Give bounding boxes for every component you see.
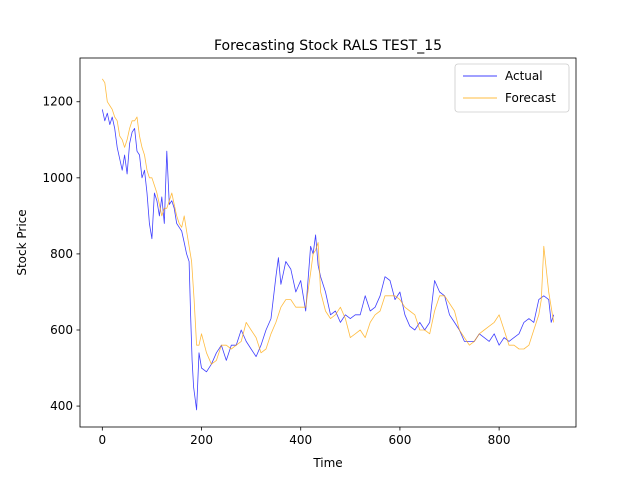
x-tick-label: 200 — [190, 433, 213, 447]
x-tick-label: 0 — [98, 433, 106, 447]
series-line-forecast — [101, 78, 555, 365]
y-axis-label: Stock Price — [15, 209, 29, 275]
chart-title: Forecasting Stock RALS TEST_15 — [214, 38, 442, 54]
legend-label-actual: Actual — [505, 69, 543, 83]
y-tick-label: 400 — [50, 399, 73, 413]
legend-label-forecast: Forecast — [505, 91, 556, 105]
legend: Actual Forecast — [454, 63, 570, 113]
y-tick-label: 1000 — [42, 171, 73, 185]
x-axis-label: Time — [312, 456, 342, 470]
y-tick-label: 1200 — [42, 95, 73, 109]
x-tick-label: 600 — [388, 433, 411, 447]
plot-area — [80, 58, 576, 427]
series-line-actual — [101, 109, 555, 411]
y-axis-ticks: 400 600 800 1000 1200 — [42, 95, 80, 413]
x-axis-ticks: 0 200 400 600 800 — [98, 427, 511, 447]
x-tick-label: 400 — [289, 433, 312, 447]
plot-frame — [79, 57, 577, 428]
y-tick-label: 600 — [50, 323, 73, 337]
x-tick-label: 800 — [488, 433, 511, 447]
y-tick-label: 800 — [50, 247, 73, 261]
series-layer — [101, 78, 555, 411]
